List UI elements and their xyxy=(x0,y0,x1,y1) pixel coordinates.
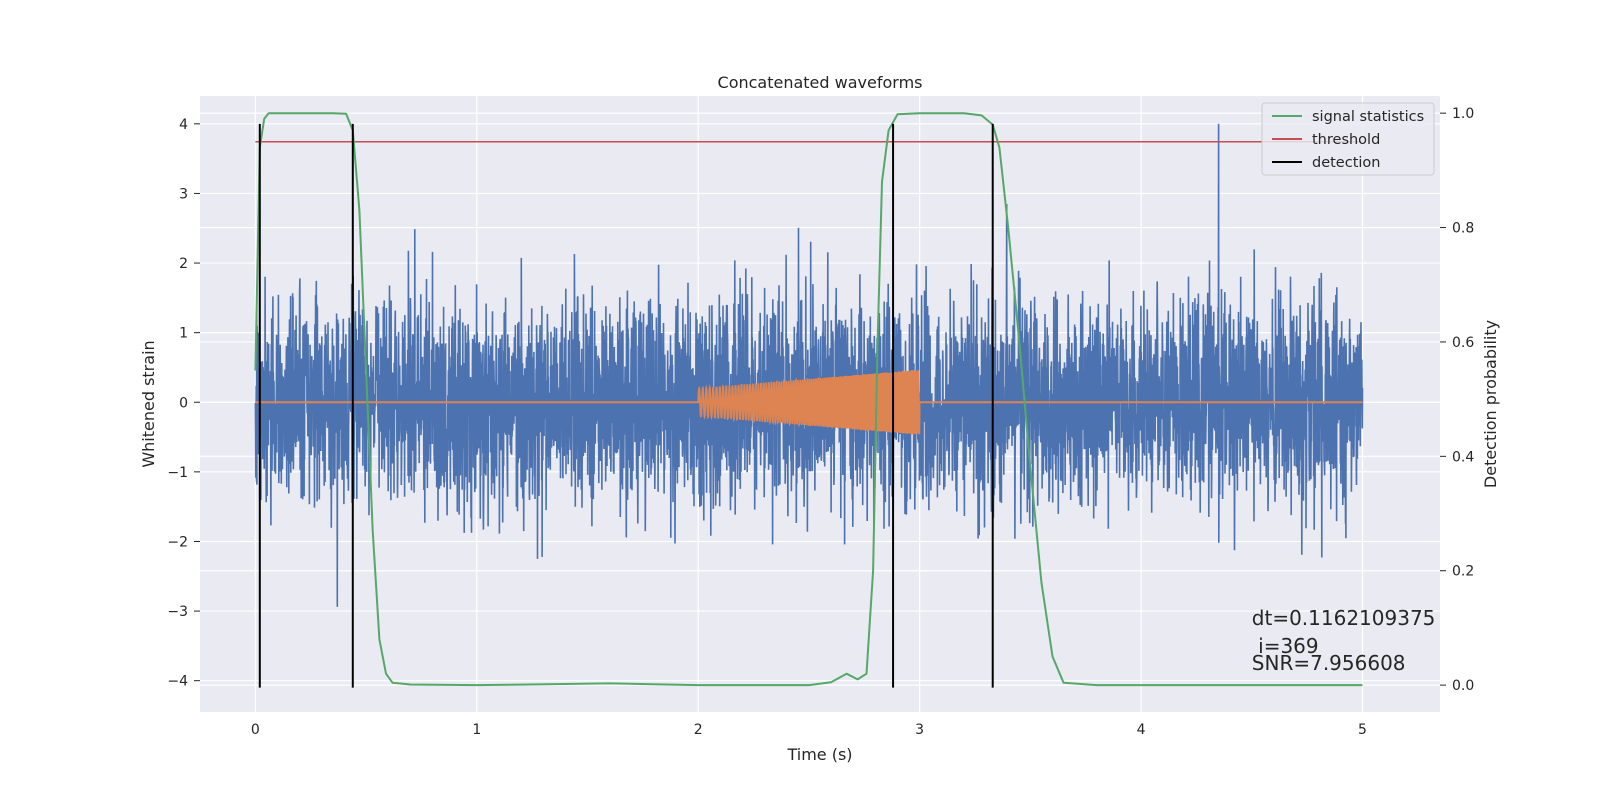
y-left-tick-label-1: −3 xyxy=(167,604,188,620)
y-right-tick-label-3: 0.6 xyxy=(1452,335,1474,351)
y-left-tick-label-2: −2 xyxy=(167,534,188,550)
x-tick-label-4: 4 xyxy=(1137,722,1146,738)
y-right-tick-label-1: 0.2 xyxy=(1452,564,1474,580)
detection-lines xyxy=(258,123,994,688)
x-tick-label-1: 1 xyxy=(472,722,481,738)
annotation-snr: SNR=7.956608 xyxy=(1252,651,1406,675)
y-right-tick-label-2: 0.4 xyxy=(1452,449,1474,465)
y-axis-left-label: Whitened strain xyxy=(139,340,158,467)
legend-label-signal-statistics: signal statistics xyxy=(1312,109,1424,125)
annotations: dt=0.1162109375 i=369 SNR=7.956608 xyxy=(1252,606,1436,675)
y-left-tick-label-6: 2 xyxy=(179,256,188,272)
legend-box xyxy=(1261,102,1435,176)
y-left-tick-label-0: −4 xyxy=(167,674,188,690)
signal-statistics-line xyxy=(254,112,1363,687)
y-right-tick-label-4: 0.8 xyxy=(1452,221,1474,237)
annotation-i: i=369 xyxy=(1252,634,1319,658)
y-right-tick-label-0: 0.0 xyxy=(1452,678,1474,694)
y-left-tick-label-8: 4 xyxy=(179,117,188,133)
legend-label-detection: detection xyxy=(1312,155,1380,171)
legend-label-threshold: threshold xyxy=(1312,132,1380,148)
y-left-tick-label-4: 0 xyxy=(179,395,188,411)
chirp-layer xyxy=(255,369,1363,435)
x-tick-label-3: 3 xyxy=(915,722,924,738)
tick-labels: 0 1 2 3 4 5 −4 −3 −2 −1 0 1 2 3 4 0.0 0.2 0.4 0.6 0.8 1.0 xyxy=(167,106,1474,738)
x-tick-label-0: 0 xyxy=(251,722,260,738)
y-left-tick-label-5: 1 xyxy=(179,326,188,342)
y-axis-right-label: Detection probability xyxy=(1481,320,1500,488)
chirp-line xyxy=(697,369,921,435)
annotation-dt: dt=0.1162109375 xyxy=(1252,606,1436,630)
y-left-tick-label-7: 3 xyxy=(179,186,188,202)
x-tick-label-2: 2 xyxy=(694,722,703,738)
y-right-tick-label-5: 1.0 xyxy=(1452,106,1474,122)
legend: signal statistics threshold detection xyxy=(1261,102,1435,176)
x-axis-label: Time (s) xyxy=(786,745,852,764)
chart-title: Concatenated waveforms xyxy=(718,73,923,92)
x-tick-label-5: 5 xyxy=(1358,722,1367,738)
y-left-tick-label-3: −1 xyxy=(167,465,188,481)
